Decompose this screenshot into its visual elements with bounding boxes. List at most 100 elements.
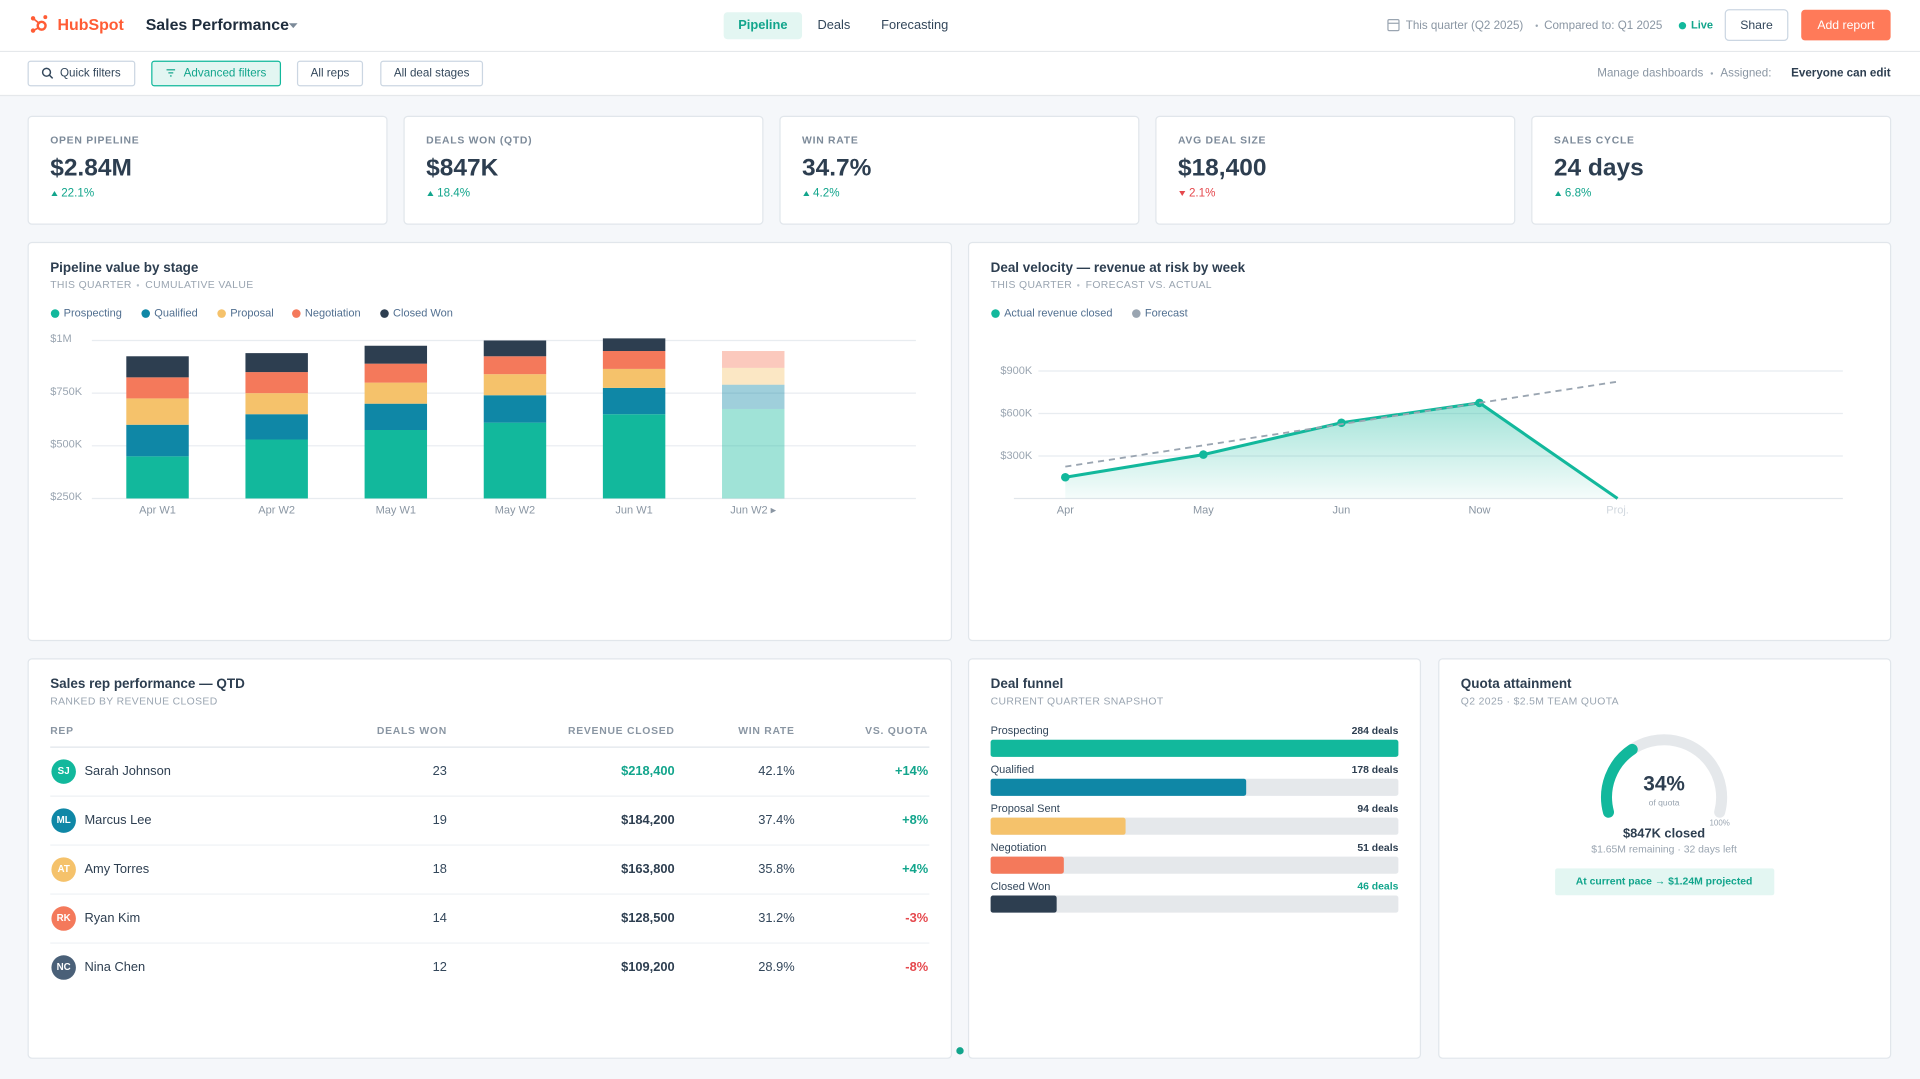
deals-won: 18 [433, 861, 447, 876]
search-icon [49, 74, 54, 79]
bar-segment [483, 356, 547, 375]
bar-segment [126, 356, 189, 378]
kpi-label: WIN RATE [802, 136, 858, 147]
win-rate: 37.4% [758, 812, 794, 827]
top-bar [0, 0, 1920, 96]
trend-arrow [51, 191, 58, 196]
filter-button[interactable] [27, 60, 136, 87]
legend-swatch [217, 309, 226, 318]
bar-segment [483, 422, 547, 499]
legend-label: Proposal [230, 307, 273, 319]
tab[interactable]: Forecasting [881, 17, 948, 32]
dropdown-caret[interactable] [288, 23, 298, 29]
funnel-bar [990, 856, 1064, 874]
bar-segment [483, 374, 547, 396]
logo-icon [30, 15, 48, 33]
remaining: $1.65M remaining · 32 days left [1591, 845, 1737, 856]
avatar-initials: NC [57, 962, 71, 973]
tab[interactable]: Deals [817, 17, 850, 32]
bar-segment [602, 338, 666, 352]
y-tick-label: $1M [50, 333, 71, 345]
bar-segment [483, 340, 547, 357]
card-subtitle: RANKED BY REVENUE CLOSED [50, 697, 217, 708]
share-button[interactable] [1724, 9, 1789, 42]
stage-count: 94 deals [1357, 804, 1398, 815]
rep-name: Amy Torres [84, 861, 149, 876]
funnel-bar [990, 778, 1247, 796]
avatar-initials: ML [57, 815, 71, 826]
tab[interactable]: Pipeline [738, 17, 787, 32]
bar-segment [722, 384, 785, 409]
trend-arrow [1555, 191, 1562, 196]
vs-quota: -3% [905, 910, 928, 925]
y-tick-label: $600K [1000, 407, 1033, 419]
x-tick-label: Proj. [1606, 505, 1629, 517]
kpi-value: $18,400 [1178, 154, 1267, 181]
legend-swatch [991, 309, 1000, 318]
y-tick-label: $300K [1000, 450, 1033, 462]
stage-count: 284 deals [1352, 726, 1399, 737]
bar-segment [245, 414, 308, 440]
period-selector[interactable]: This quarter (Q2 2025) [1406, 19, 1524, 32]
rep-name: Ryan Kim [84, 910, 140, 925]
add-report-button[interactable] [1801, 9, 1891, 41]
kpi-card [403, 115, 764, 225]
column-header: DEALS WON [377, 726, 447, 737]
kpi-change: 22.1% [61, 187, 94, 200]
bar-segment [602, 414, 666, 499]
stage-count: 46 deals [1357, 882, 1398, 893]
share-label[interactable]: Share [1740, 18, 1773, 32]
revenue: $218,400 [621, 763, 675, 778]
page-title[interactable]: Sales Performance [146, 17, 289, 34]
legend-swatch [1132, 309, 1141, 318]
live-indicator [1678, 22, 1687, 30]
deals-won: 14 [433, 910, 447, 925]
bar-segment [245, 393, 308, 415]
card [27, 658, 953, 1059]
legend-label: Qualified [154, 307, 197, 319]
legend-label: Prospecting [64, 307, 122, 319]
filter-button[interactable] [296, 60, 364, 87]
vs-quota: +4% [902, 861, 929, 876]
filter-button[interactable] [151, 60, 282, 87]
card-title: Sales rep performance — QTD [50, 676, 245, 691]
revenue: $163,800 [621, 861, 675, 876]
point [1199, 450, 1208, 459]
page-dot[interactable] [956, 1047, 964, 1055]
vs-quota: +14% [895, 763, 929, 778]
win-rate: 31.2% [758, 910, 794, 925]
column-header: VS. QUOTA [865, 726, 928, 737]
bar-segment [126, 377, 189, 399]
card-subtitle: Q2 2025 · $2.5M TEAM QUOTA [1461, 697, 1619, 708]
manage-dashboards[interactable]: Manage dashboards [1597, 67, 1703, 80]
filter-button[interactable] [380, 60, 484, 87]
x-tick-label: Jun W2 ▸ [730, 505, 776, 517]
calendar-icon [1387, 18, 1400, 32]
x-tick-label: Jun [1333, 505, 1351, 517]
avatar [51, 857, 76, 882]
filter-label[interactable]: Advanced filters [184, 67, 267, 80]
gauge-tick-label: 100% [1710, 818, 1730, 827]
bar-segment [126, 424, 189, 457]
card-title: Deal velocity — revenue at risk by week [991, 260, 1246, 275]
vs-quota: -8% [905, 959, 928, 974]
trend-arrow [1179, 191, 1186, 196]
add-report-label[interactable]: Add report [1817, 18, 1875, 32]
y-tick-label: $900K [1000, 365, 1033, 377]
x-tick-label: May W1 [376, 505, 416, 517]
funnel-bar [990, 895, 1057, 913]
filter-label[interactable]: All reps [311, 67, 350, 80]
legend-swatch [380, 309, 389, 318]
kpi-label: DEALS WON (QTD) [426, 136, 532, 147]
vs-quota: +8% [902, 812, 929, 827]
deals-won: 12 [433, 959, 447, 974]
bar-segment [602, 368, 666, 388]
separator [1535, 24, 1538, 27]
filter-label[interactable]: All deal stages [394, 67, 470, 80]
filter-label[interactable]: Quick filters [60, 67, 121, 80]
avatar [51, 759, 76, 784]
x-tick-label: Jun W1 [615, 505, 652, 517]
legend-label: Actual revenue closed [1004, 307, 1112, 319]
